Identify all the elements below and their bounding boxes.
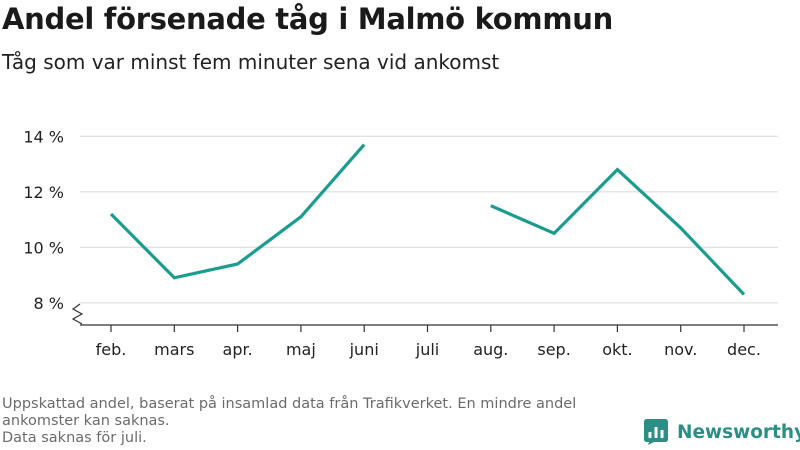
footnote: Uppskattad andel, baserat på insamlad da… [2, 396, 632, 447]
x-tick-label: okt. [602, 340, 632, 359]
x-tick-label: juli [415, 340, 439, 359]
x-tick-label: sep. [537, 340, 570, 359]
chart-title: Andel försenade tåg i Malmö kommun [2, 2, 613, 36]
footnote-missing-data: Data saknas för juli. [2, 430, 147, 446]
series-line [490, 167, 746, 296]
x-tick-label: aug. [473, 340, 508, 359]
x-tick-label: maj [286, 340, 316, 359]
x-tick-label: apr. [223, 340, 253, 359]
footnote-source: Uppskattad andel, baserat på insamlad da… [2, 396, 577, 429]
x-tick-label: nov. [664, 340, 697, 359]
x-tick-label: feb. [96, 340, 127, 359]
chart-subtitle: Tåg som var minst fem minuter sena vid a… [2, 50, 500, 74]
y-tick-label: 12 % [23, 183, 64, 202]
y-tick-label: 14 % [23, 127, 64, 146]
y-tick-label: 8 % [34, 294, 64, 313]
newsworthy-logo-icon [644, 419, 668, 445]
brand-name: Newsworthy [677, 421, 800, 443]
series-line [109, 143, 366, 280]
x-tick-label: dec. [727, 340, 761, 359]
y-tick-label: 10 % [23, 238, 64, 257]
axis-break-icon [71, 303, 84, 325]
x-tick-label: juni [349, 340, 379, 359]
brand-logo: Newsworthy [644, 419, 800, 445]
x-tick-label: mars [154, 340, 194, 359]
